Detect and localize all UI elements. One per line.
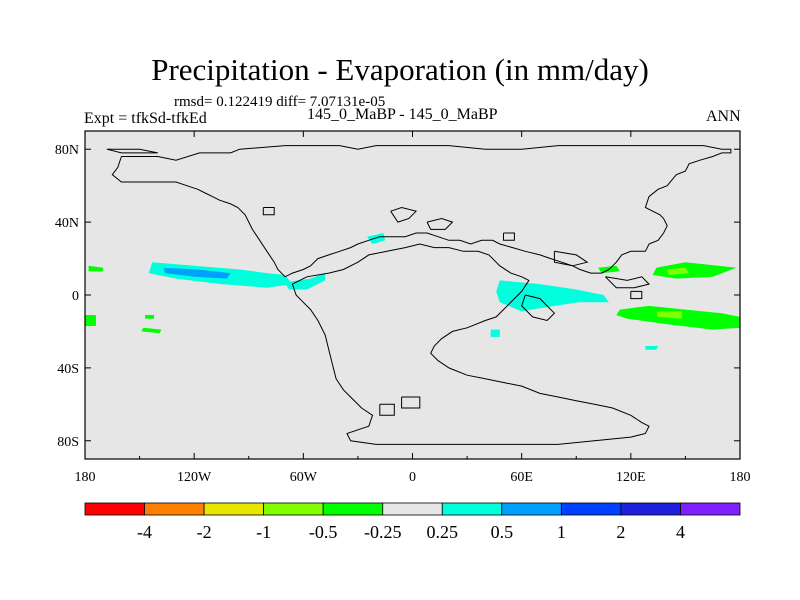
y-tick-label: 0 [72,289,79,304]
colorbar-swatch [620,502,681,516]
x-tick-label: 180 [730,470,751,485]
anomaly-south-pacific-west-green [85,315,96,326]
y-axis: 80N 40N 0 40S 80S [55,143,740,450]
x-tick-label: 120E [616,470,646,485]
colorbar-swatch [382,502,443,516]
anomaly-south-pacific-lightgreen [656,311,682,319]
anomaly-east-pacific-core [163,267,231,279]
colorbar-label: 2 [616,522,625,542]
colorbar-swatch [203,502,265,516]
coastline-small-block-2 [401,396,421,409]
colorbar-label: 0.25 [427,522,459,542]
x-tick-label: 60W [290,470,318,485]
colorbar-label: 1 [557,522,566,542]
coastline-small-block-5 [503,232,515,241]
anomaly-central-america-blob [285,273,326,290]
stats-label: rmsd= 0.122419 diff= 7.07131e-05 [174,94,386,110]
colorbar-label: -2 [197,522,212,542]
coastline-european-islands [426,217,454,230]
anomaly-small-cyan-south-2 [645,346,659,350]
colorbar-label: -0.5 [309,522,338,542]
coastline-small-block-4 [262,207,275,216]
colorbar-label: -1 [256,522,271,542]
x-tick-label: 0 [409,470,416,485]
anomaly-small-green-south [141,327,162,334]
coastline-small-block-1 [630,290,643,300]
coastline-india-block [521,294,556,322]
coastline-small-block-3 [379,403,395,416]
anomaly-north-atlantic-spot [367,233,386,244]
coastline-east-asia-blocks [605,276,650,289]
colorbar-swatch [680,502,741,516]
colorbar-label: -4 [137,522,152,542]
x-tick-label: 60E [510,470,533,485]
y-tick-label: 40N [55,216,79,231]
experiment-label: Expt = tfkSd-tfkEd [84,110,207,127]
anomaly-small-cyan-south [490,329,500,337]
coastline-layer [106,145,732,445]
colorbar-swatch [441,502,503,516]
coastline-gondwana-main [291,243,650,445]
anomaly-north-pacific-lightgreen [667,267,690,275]
colorbar-swatch [144,502,205,516]
x-axis: 180 120W 60W 0 60E 120E 180 [75,131,751,485]
colorbar-swatch [322,502,384,516]
colorbar-label: 0.5 [491,522,514,542]
coastline-north-america-island [106,148,158,154]
x-tick-label: 180 [75,470,96,485]
anomaly-west-pacific-green-spot [88,265,104,272]
anomaly-small-green-spot-2 [145,315,155,319]
x-tick-label: 120W [177,470,212,485]
colorbar-swatch [84,502,145,516]
y-tick-label: 80S [57,435,79,450]
colorbar-label: 4 [676,522,685,542]
coastline-iberia-chunk [390,206,418,223]
colorbar-swatch [560,502,622,516]
colorbar-swatch [501,502,562,516]
plot-title: Precipitation - Evaporation (in mm/day) [151,52,649,87]
colorbar-swatch [263,502,324,516]
y-tick-label: 80N [55,143,79,158]
colorbar-label: -0.25 [364,522,402,542]
y-tick-label: 40S [57,362,79,377]
coastline-cimmeria-block [553,250,589,267]
season-label: ANN [706,108,741,125]
colorbar: -4 -2 -1 -0.5 -0.25 0.25 0.5 1 2 4 [84,502,741,542]
subtitle-label: 145_0_MaBP - 145_0_MaBP [307,106,498,123]
